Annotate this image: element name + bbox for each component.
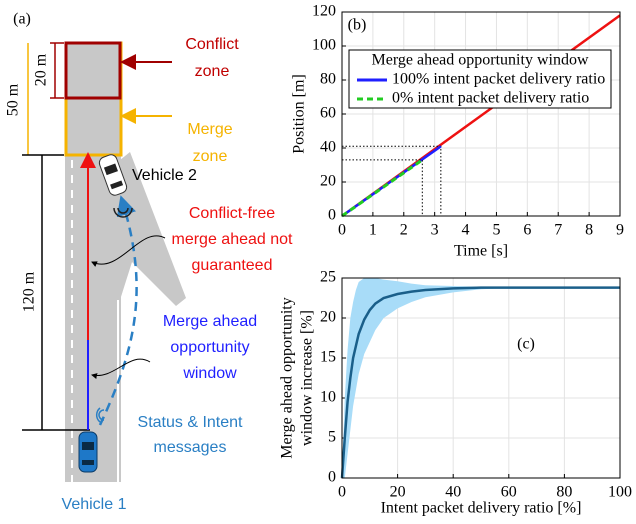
x-axis-label: Intent packet delivery ratio [%]: [381, 500, 582, 517]
series-line: [340, 286, 620, 479]
x-tick-label: 0: [338, 222, 346, 239]
y-axis-label: window increase [%]: [299, 310, 316, 446]
y-tick-label: 10: [320, 389, 336, 406]
messages-label: Status & Intent: [138, 414, 244, 431]
axes-frame: [341, 11, 621, 217]
chart-1: 0 20 40 60 80 100 0 5 10 15 20 25 Intent packet deli…: [279, 269, 632, 517]
y-tick-label: 25: [320, 269, 336, 286]
x-tick-label: 0: [338, 484, 346, 501]
axes-frame: [341, 277, 621, 479]
opportunity-label: opportunity: [170, 339, 249, 356]
x-tick-label: 6: [523, 222, 531, 239]
messages-label: messages: [154, 439, 227, 456]
conflict-zone-label: zone: [195, 63, 230, 80]
y-tick-label: 100: [312, 37, 336, 54]
x-tick-label: 80: [556, 484, 572, 501]
vehicle-2-icon: [98, 154, 128, 196]
y-tick-label: 15: [320, 349, 336, 366]
signal-icon: [95, 207, 133, 423]
x-tick-label: 100: [608, 484, 632, 501]
panel-label: (b): [348, 17, 367, 34]
y-tick-label: 60: [320, 105, 336, 122]
legend: Merge ahead opportunity window 100% inten…: [348, 49, 612, 109]
y-tick-label: 40: [320, 139, 336, 156]
conflict-zone: [64, 41, 122, 100]
legend-label: 0% intent packet delivery ratio: [392, 90, 589, 107]
x-tick-label: 20: [390, 484, 406, 501]
merge-zone-label: Merge: [187, 121, 232, 138]
y-tick-label: 0: [328, 469, 336, 486]
confidence-band: [342, 278, 620, 478]
conflict-zone-label: Conflict: [185, 36, 239, 53]
y-tick-label: 20: [320, 309, 336, 326]
panel-label: (c): [517, 336, 535, 353]
opportunity-label: Merge ahead: [163, 313, 257, 330]
vehicle-1-icon: [78, 431, 98, 473]
conflict-free-label: merge ahead not: [172, 231, 294, 248]
legend-box: [348, 49, 612, 109]
x-tick-label: 2: [400, 222, 408, 239]
y-axis-label: Position [m]: [291, 74, 308, 154]
x-tick-label: 3: [431, 222, 439, 239]
y-tick-label: 20: [320, 173, 336, 190]
chart-0: 0 1 2 3 4 5 6 7 8 9 0 20 40 60 80 100 120 Time [s] Positio…: [291, 3, 624, 260]
message-path: [98, 195, 138, 426]
panel-label: (a): [13, 11, 31, 28]
series-line: [341, 158, 424, 218]
x-tick-label: 40: [445, 484, 461, 501]
dimension-label: 120 m: [21, 271, 38, 312]
x-tick-label: 7: [554, 222, 562, 239]
dimensions: [22, 42, 90, 431]
x-tick-label: 9: [616, 222, 624, 239]
merging-road: [120, 152, 186, 306]
opportunity-label: window: [182, 365, 237, 382]
merge-zone-label: zone: [193, 148, 228, 165]
x-tick-label: 1: [369, 222, 377, 239]
conflict-free-label: guaranteed: [192, 257, 273, 274]
dimension-label: 50 m: [5, 83, 22, 116]
pointer: [91, 235, 166, 267]
road-diagram: (a) 20 m 50 m 120 m Conflict zone Merge …: [5, 11, 293, 514]
vehicle-label: Vehicle 1: [62, 496, 127, 513]
y-tick-label: 120: [312, 3, 336, 20]
vehicle-label: Vehicle 2: [132, 167, 197, 184]
pointer: [91, 358, 151, 379]
x-axis-label: Time [s]: [454, 243, 508, 260]
y-axis-label: Merge ahead opportunity: [279, 297, 296, 458]
y-tick-label: 80: [320, 71, 336, 88]
dimension-label: 20 m: [33, 53, 50, 86]
x-tick-label: 4: [462, 222, 470, 239]
legend-label: 100% intent packet delivery ratio: [392, 71, 605, 88]
x-tick-label: 5: [492, 222, 500, 239]
y-tick-label: 5: [328, 429, 336, 446]
x-tick-label: 8: [585, 222, 593, 239]
legend-title: Merge ahead opportunity window: [372, 52, 589, 69]
y-tick-label: 0: [328, 207, 336, 224]
conflict-free-label: Conflict-free: [189, 205, 275, 222]
x-tick-label: 60: [501, 484, 517, 501]
